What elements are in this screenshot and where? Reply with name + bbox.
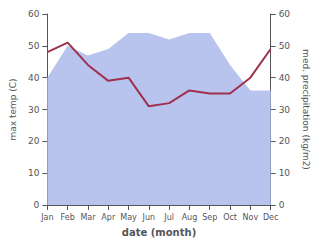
svg-text:0: 0	[279, 200, 285, 210]
svg-text:30: 30	[279, 105, 291, 115]
svg-text:Feb: Feb	[61, 213, 75, 222]
svg-text:Jul: Jul	[163, 213, 174, 222]
svg-text:Oct: Oct	[223, 213, 237, 222]
svg-text:60: 60	[28, 9, 40, 19]
svg-text:10: 10	[279, 168, 291, 178]
svg-text:30: 30	[28, 105, 40, 115]
svg-text:Jan: Jan	[40, 213, 53, 222]
svg-text:50: 50	[28, 41, 40, 51]
svg-text:60: 60	[279, 9, 291, 19]
svg-text:40: 40	[28, 73, 40, 83]
svg-text:May: May	[120, 213, 137, 222]
svg-text:40: 40	[279, 73, 291, 83]
svg-text:Jun: Jun	[142, 213, 156, 222]
svg-text:20: 20	[279, 136, 291, 146]
svg-text:Mar: Mar	[80, 213, 96, 222]
svg-text:date (month): date (month)	[122, 227, 196, 238]
svg-text:20: 20	[28, 136, 40, 146]
svg-text:50: 50	[279, 41, 291, 51]
svg-text:Dec: Dec	[263, 213, 278, 222]
svg-text:Aug: Aug	[182, 213, 198, 222]
svg-text:med. precipitation (kg/m2): med. precipitation (kg/m2)	[301, 49, 311, 170]
svg-text:Nov: Nov	[243, 213, 259, 222]
svg-text:Sep: Sep	[202, 213, 217, 222]
svg-text:10: 10	[28, 168, 40, 178]
svg-text:0: 0	[34, 200, 40, 210]
svg-text:max temp (C): max temp (C)	[8, 78, 18, 140]
svg-text:Apr: Apr	[101, 213, 116, 222]
